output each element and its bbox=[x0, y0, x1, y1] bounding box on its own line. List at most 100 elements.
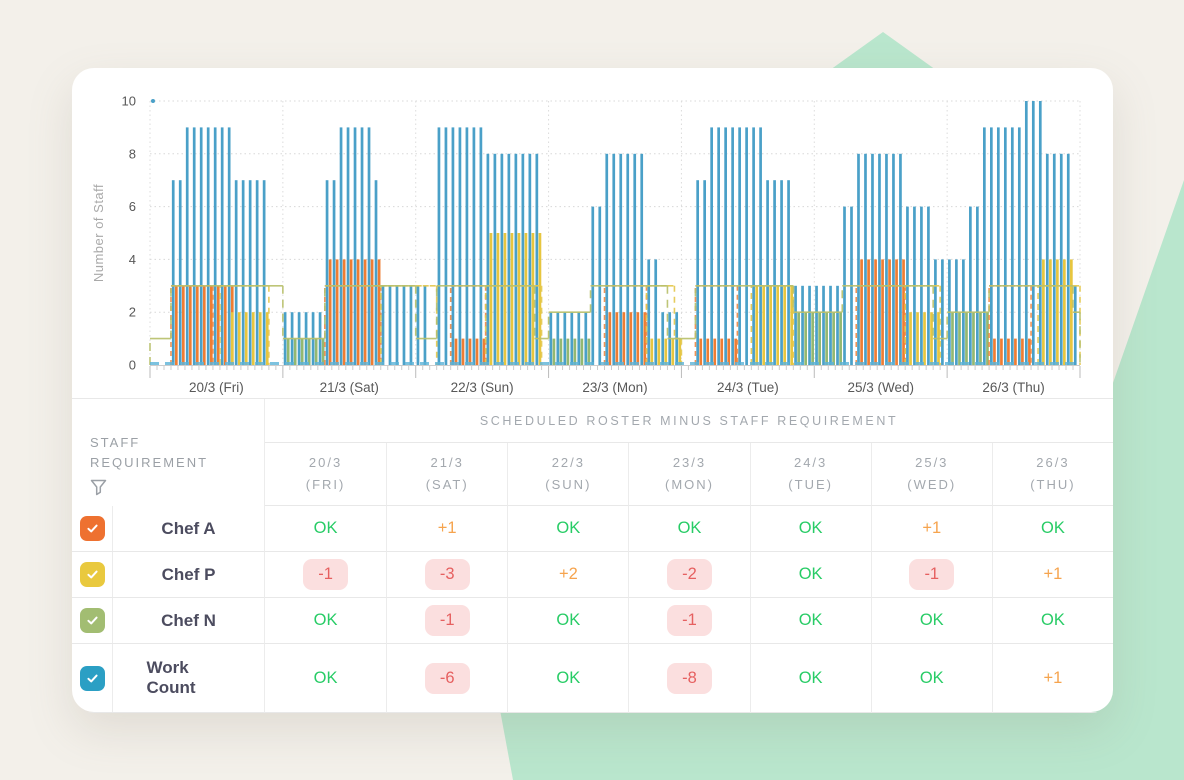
status-value: +1 bbox=[1043, 565, 1063, 583]
scheduled-work-count-bar bbox=[395, 285, 399, 365]
scheduled-work-count-bar bbox=[535, 153, 539, 365]
scheduled-chef-a-bar bbox=[888, 259, 891, 365]
scheduled-chef-p-bar bbox=[783, 285, 787, 365]
status-value: -1 bbox=[909, 559, 955, 590]
status-cell-chef-p-22-3: +2 bbox=[507, 552, 629, 598]
row-checkbox-chef-a[interactable] bbox=[79, 516, 105, 541]
scheduled-work-count-bar bbox=[528, 153, 532, 365]
scheduled-work-count-bar bbox=[472, 127, 476, 366]
checkbox-column bbox=[72, 506, 113, 551]
scheduled-chef-p-bar bbox=[531, 233, 535, 365]
status-cell-chef-a-22-3: OK bbox=[507, 506, 629, 552]
scheduled-chef-n-bar bbox=[566, 338, 570, 365]
scheduled-work-count-bar bbox=[486, 153, 490, 365]
status-cell-chef-n-24-3: OK bbox=[749, 598, 871, 644]
dashboard-card: 0 2 4 6 8 10 Number of Staff 20/3 (Fri) 21/3 (Sa… bbox=[72, 68, 1113, 713]
scheduled-chef-n-bar bbox=[825, 312, 828, 365]
scheduled-work-count-bar bbox=[241, 180, 245, 365]
status-cell-chef-a-20-3: OK bbox=[265, 506, 387, 552]
scheduled-chef-a-bar bbox=[615, 312, 619, 365]
scheduled-work-count-bar bbox=[339, 127, 343, 366]
scheduled-chef-a-bar bbox=[216, 285, 220, 365]
row-checkbox-chef-n[interactable] bbox=[79, 608, 105, 633]
scheduled-chef-p-bar bbox=[657, 338, 661, 365]
scheduled-work-count-bar bbox=[584, 312, 588, 365]
date-column-header-21-3: 21/3 (SAT) bbox=[386, 443, 508, 506]
status-cell-chef-n-20-3: OK bbox=[265, 598, 387, 644]
row-label: Work Count bbox=[146, 658, 196, 697]
scheduled-work-count-bar bbox=[367, 127, 371, 366]
status-cell-work-count-22-3: OK bbox=[507, 644, 629, 713]
scheduled-chef-n-bar bbox=[300, 338, 304, 365]
scheduled-chef-p-bar bbox=[930, 312, 933, 365]
y-axis-tick-label: 2 bbox=[129, 305, 136, 320]
scheduled-chef-a-bar bbox=[482, 338, 486, 365]
scheduled-chef-p-bar bbox=[1056, 259, 1059, 365]
scheduled-chef-p-bar bbox=[1049, 259, 1052, 365]
scheduled-chef-a-bar bbox=[356, 259, 360, 365]
scheduled-chef-n-bar bbox=[307, 338, 311, 365]
scheduled-work-count-bar bbox=[1073, 285, 1077, 365]
scheduled-work-count-bar bbox=[507, 153, 511, 365]
scheduled-chef-a-bar bbox=[1021, 338, 1024, 365]
scheduled-chef-n-bar bbox=[286, 338, 290, 365]
status-cell-chef-a-21-3: +1 bbox=[386, 506, 508, 552]
scheduled-work-count-bar bbox=[857, 153, 860, 365]
scheduled-work-count-bar bbox=[360, 127, 364, 366]
scheduled-work-count-bar bbox=[493, 153, 497, 365]
scheduled-chef-a-bar bbox=[867, 259, 870, 365]
scheduled-chef-n-bar bbox=[587, 338, 591, 365]
status-value: -1 bbox=[303, 559, 348, 590]
scheduled-chef-n-bar bbox=[818, 312, 821, 365]
table-row-header-work-count: Work Count bbox=[72, 644, 265, 713]
scheduled-chef-a-bar bbox=[377, 259, 381, 365]
scheduled-chef-p-bar bbox=[503, 233, 507, 365]
status-value: OK bbox=[313, 668, 338, 687]
row-checkbox-chef-p[interactable] bbox=[79, 562, 105, 587]
scheduled-chef-a-bar bbox=[734, 338, 738, 365]
scheduled-chef-n-bar bbox=[804, 312, 808, 365]
status-value: +1 bbox=[922, 519, 942, 537]
scheduled-work-count-bar bbox=[570, 312, 574, 365]
scheduled-chef-a-bar bbox=[902, 259, 905, 365]
scheduled-chef-p-bar bbox=[517, 233, 521, 365]
scheduled-work-count-bar bbox=[248, 180, 252, 365]
scheduled-chef-p-bar bbox=[251, 312, 255, 365]
scheduled-work-count-bar bbox=[220, 127, 224, 366]
status-value: -1 bbox=[424, 605, 470, 636]
scheduled-work-count-bar bbox=[381, 285, 385, 365]
scheduled-chef-a-bar bbox=[699, 338, 703, 365]
row-checkbox-work-count[interactable] bbox=[79, 665, 105, 691]
status-cell-chef-n-21-3: -1 bbox=[386, 598, 508, 644]
scheduled-chef-n-bar bbox=[986, 312, 989, 365]
scheduled-chef-p-bar bbox=[230, 312, 234, 365]
scheduled-work-count-bar bbox=[654, 259, 658, 365]
scheduled-work-count-bar bbox=[185, 127, 189, 366]
scheduled-work-count-bar bbox=[465, 127, 469, 366]
scheduled-work-count-bar bbox=[199, 127, 203, 366]
scheduled-chef-p-bar bbox=[671, 338, 675, 365]
scheduled-work-count-bar bbox=[178, 180, 182, 365]
scheduled-work-count-bar bbox=[661, 312, 665, 365]
status-cell-chef-a-26-3: OK bbox=[991, 506, 1113, 552]
scheduled-chef-a-bar bbox=[342, 259, 346, 365]
filter-icon[interactable] bbox=[90, 479, 107, 496]
scheduled-chef-a-bar bbox=[181, 285, 185, 365]
status-value: +2 bbox=[558, 565, 578, 583]
date-column-header-23-3: 23/3 (MON) bbox=[628, 443, 750, 506]
status-cell-chef-p-21-3: -3 bbox=[386, 552, 508, 598]
scheduled-work-count-bar bbox=[325, 180, 329, 365]
status-value: OK bbox=[798, 668, 823, 687]
status-value: OK bbox=[677, 519, 702, 537]
scheduled-work-count-bar bbox=[346, 127, 350, 366]
scheduled-chef-p-bar bbox=[776, 285, 780, 365]
status-cell-work-count-23-3: -8 bbox=[628, 644, 750, 713]
scheduled-work-count-bar bbox=[815, 285, 818, 365]
scheduled-chef-a-bar bbox=[622, 312, 626, 365]
scheduled-work-count-bar bbox=[871, 153, 874, 365]
status-cell-chef-p-23-3: -2 bbox=[628, 552, 750, 598]
y-axis-tick-label: 0 bbox=[129, 358, 136, 373]
x-axis-day-label: 22/3 (Sun) bbox=[451, 380, 514, 395]
x-axis-day-label: 26/3 (Thu) bbox=[982, 380, 1044, 395]
checkbox-column bbox=[72, 644, 113, 712]
